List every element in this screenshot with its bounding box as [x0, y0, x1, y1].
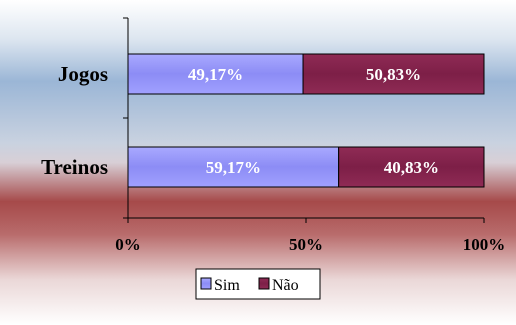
data-label: 50,83%: [366, 65, 421, 84]
legend-label: Não: [272, 277, 299, 294]
x-tick-label: 50%: [289, 235, 323, 254]
bar-jogos-no: [302, 53, 485, 95]
axis-layer: 0% 50% 100%: [115, 17, 506, 254]
category-label: Jogos: [58, 62, 108, 86]
legend-box: [195, 268, 321, 300]
bar-jogos-sim: [127, 53, 304, 95]
data-label: 40,83%: [384, 158, 439, 177]
data-label: 49,17%: [188, 65, 243, 84]
legend-label: Sim: [214, 277, 240, 294]
legend: Sim Não: [195, 268, 321, 300]
x-tick-label: 0%: [115, 235, 141, 254]
legend-swatch-sim: [200, 277, 212, 290]
bar-treinos-no: [338, 146, 485, 188]
bar-treinos-sim: [127, 146, 340, 188]
bars-layer: [127, 53, 485, 188]
data-label: 59,17%: [206, 158, 261, 177]
legend-swatch-nao: [258, 277, 270, 290]
labels-layer: 49,17% 50,83% Jogos 59,17% 40,83% Treinos: [41, 62, 439, 179]
x-tick-label: 100%: [463, 235, 506, 254]
category-label: Treinos: [41, 155, 108, 179]
